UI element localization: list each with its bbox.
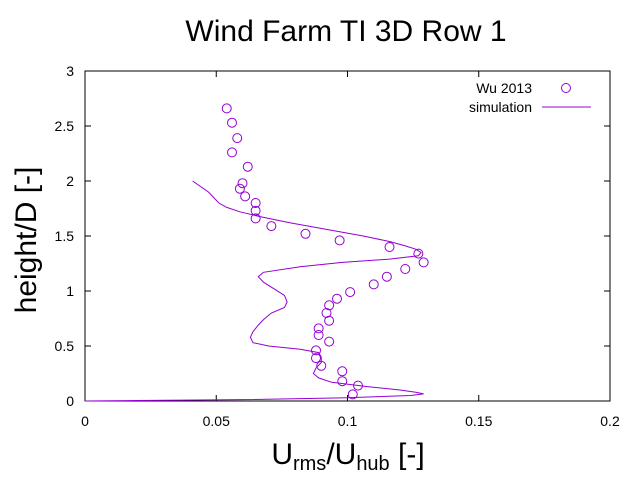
- x-tick-label: 0.2: [600, 413, 620, 429]
- data-point: [313, 330, 324, 340]
- x-axis-label-tail: [-]: [390, 438, 425, 471]
- y-axis-label: height/D [-]: [10, 167, 43, 314]
- data-point: [337, 366, 348, 377]
- data-point: [227, 117, 237, 128]
- y-tick-label: 0.5: [55, 338, 75, 354]
- data-point: [234, 183, 245, 194]
- data-point: [232, 133, 243, 144]
- data-point: [324, 315, 335, 326]
- data-point: [311, 345, 321, 356]
- data-point: [237, 178, 248, 189]
- data-point: [413, 248, 424, 259]
- y-tick-label: 2: [66, 173, 74, 189]
- x-axis-label-sub1: rms: [293, 453, 326, 475]
- data-point: [242, 161, 253, 172]
- data-point: [227, 147, 237, 158]
- data-point: [240, 191, 251, 202]
- data-point: [266, 221, 277, 232]
- data-point: [250, 198, 261, 208]
- x-axis-label: Urms/Uhub [-]: [271, 438, 424, 475]
- series-layer: [84, 103, 429, 402]
- x-tick-label: 0.15: [465, 413, 492, 429]
- series-line-simulation: [84, 180, 424, 402]
- data-point: [332, 293, 342, 304]
- y-tick-label: 3: [66, 63, 74, 79]
- data-point: [300, 228, 311, 239]
- data-point: [400, 264, 411, 274]
- y-tick-label: 1.5: [55, 228, 75, 244]
- data-point: [221, 103, 232, 114]
- data-point: [381, 271, 392, 282]
- legend: Wu 2013 simulation: [469, 80, 591, 115]
- data-point: [324, 336, 335, 347]
- legend-marker-observations: [561, 83, 571, 93]
- x-axis-label-mid: /U: [326, 438, 356, 471]
- data-point: [313, 323, 324, 334]
- data-point: [368, 279, 379, 290]
- data-point: [337, 376, 348, 387]
- legend-label-observations: Wu 2013: [476, 80, 532, 96]
- chart-title: Wind Farm TI 3D Row 1: [185, 15, 506, 48]
- y-tick-label: 0: [66, 393, 74, 409]
- data-point: [321, 308, 332, 318]
- x-tick-label: 0.1: [338, 413, 358, 429]
- y-tick-label: 2.5: [55, 118, 75, 134]
- x-tick-label: 0.05: [203, 413, 230, 429]
- data-point: [311, 353, 321, 364]
- x-tick-label: 0: [81, 413, 89, 429]
- data-point: [334, 235, 345, 246]
- data-point: [250, 213, 261, 224]
- x-axis-label-sub2: hub: [356, 453, 389, 475]
- data-point: [384, 242, 395, 252]
- y-tick-label: 1: [66, 283, 74, 299]
- data-point: [347, 389, 358, 400]
- data-point: [418, 257, 429, 268]
- x-axis-label-base: U: [271, 438, 293, 471]
- legend-label-simulation: simulation: [469, 99, 532, 115]
- data-point: [324, 300, 335, 311]
- data-point: [345, 287, 356, 298]
- axis-ticks: 0 0.05 0.1 0.15 0.2 0 0.5 1 1.5 2 2.5 3: [55, 63, 620, 429]
- plot-frame: [84, 70, 611, 402]
- chart-title-group: Wind Farm TI 3D Row 1: [185, 15, 506, 48]
